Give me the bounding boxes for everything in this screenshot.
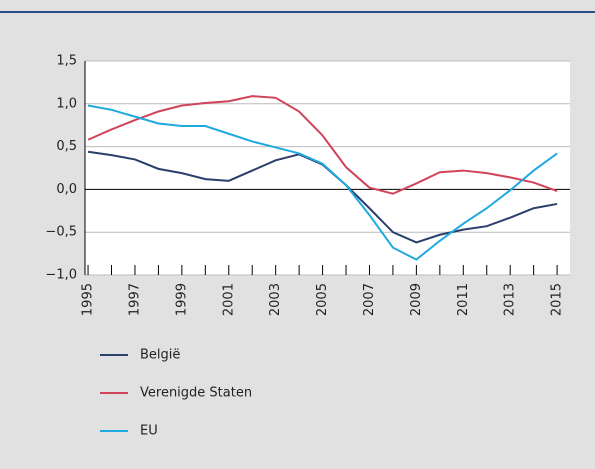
legend-label: België bbox=[140, 348, 180, 363]
line-series bbox=[87, 95, 558, 195]
x-tick-label: 2015 bbox=[550, 283, 565, 316]
line-series bbox=[87, 104, 558, 261]
x-tick-label: 2009 bbox=[409, 283, 424, 316]
x-tick-label: 1999 bbox=[174, 283, 189, 316]
x-tick-label: 2011 bbox=[456, 283, 471, 316]
x-tick-label: 2001 bbox=[221, 283, 236, 316]
x-tick-label: 2007 bbox=[362, 283, 377, 316]
x-tick-label: 2003 bbox=[268, 283, 283, 316]
x-tick-label: 1997 bbox=[127, 283, 142, 316]
x-tick-label: 2005 bbox=[315, 283, 330, 316]
y-tick-label: 0,5 bbox=[56, 139, 77, 154]
legend-label: Verenigde Staten bbox=[140, 386, 252, 401]
x-tick-label: 1995 bbox=[81, 283, 96, 316]
y-tick-label: 1,5 bbox=[56, 54, 77, 69]
y-tick-label: −1,0 bbox=[45, 268, 77, 283]
x-tick-label: 2013 bbox=[503, 283, 518, 316]
y-tick-label: 1,0 bbox=[56, 96, 77, 111]
legend-label: EU bbox=[140, 424, 158, 439]
y-tick-label: −0,5 bbox=[45, 225, 77, 240]
y-tick-label: 0,0 bbox=[56, 182, 77, 197]
